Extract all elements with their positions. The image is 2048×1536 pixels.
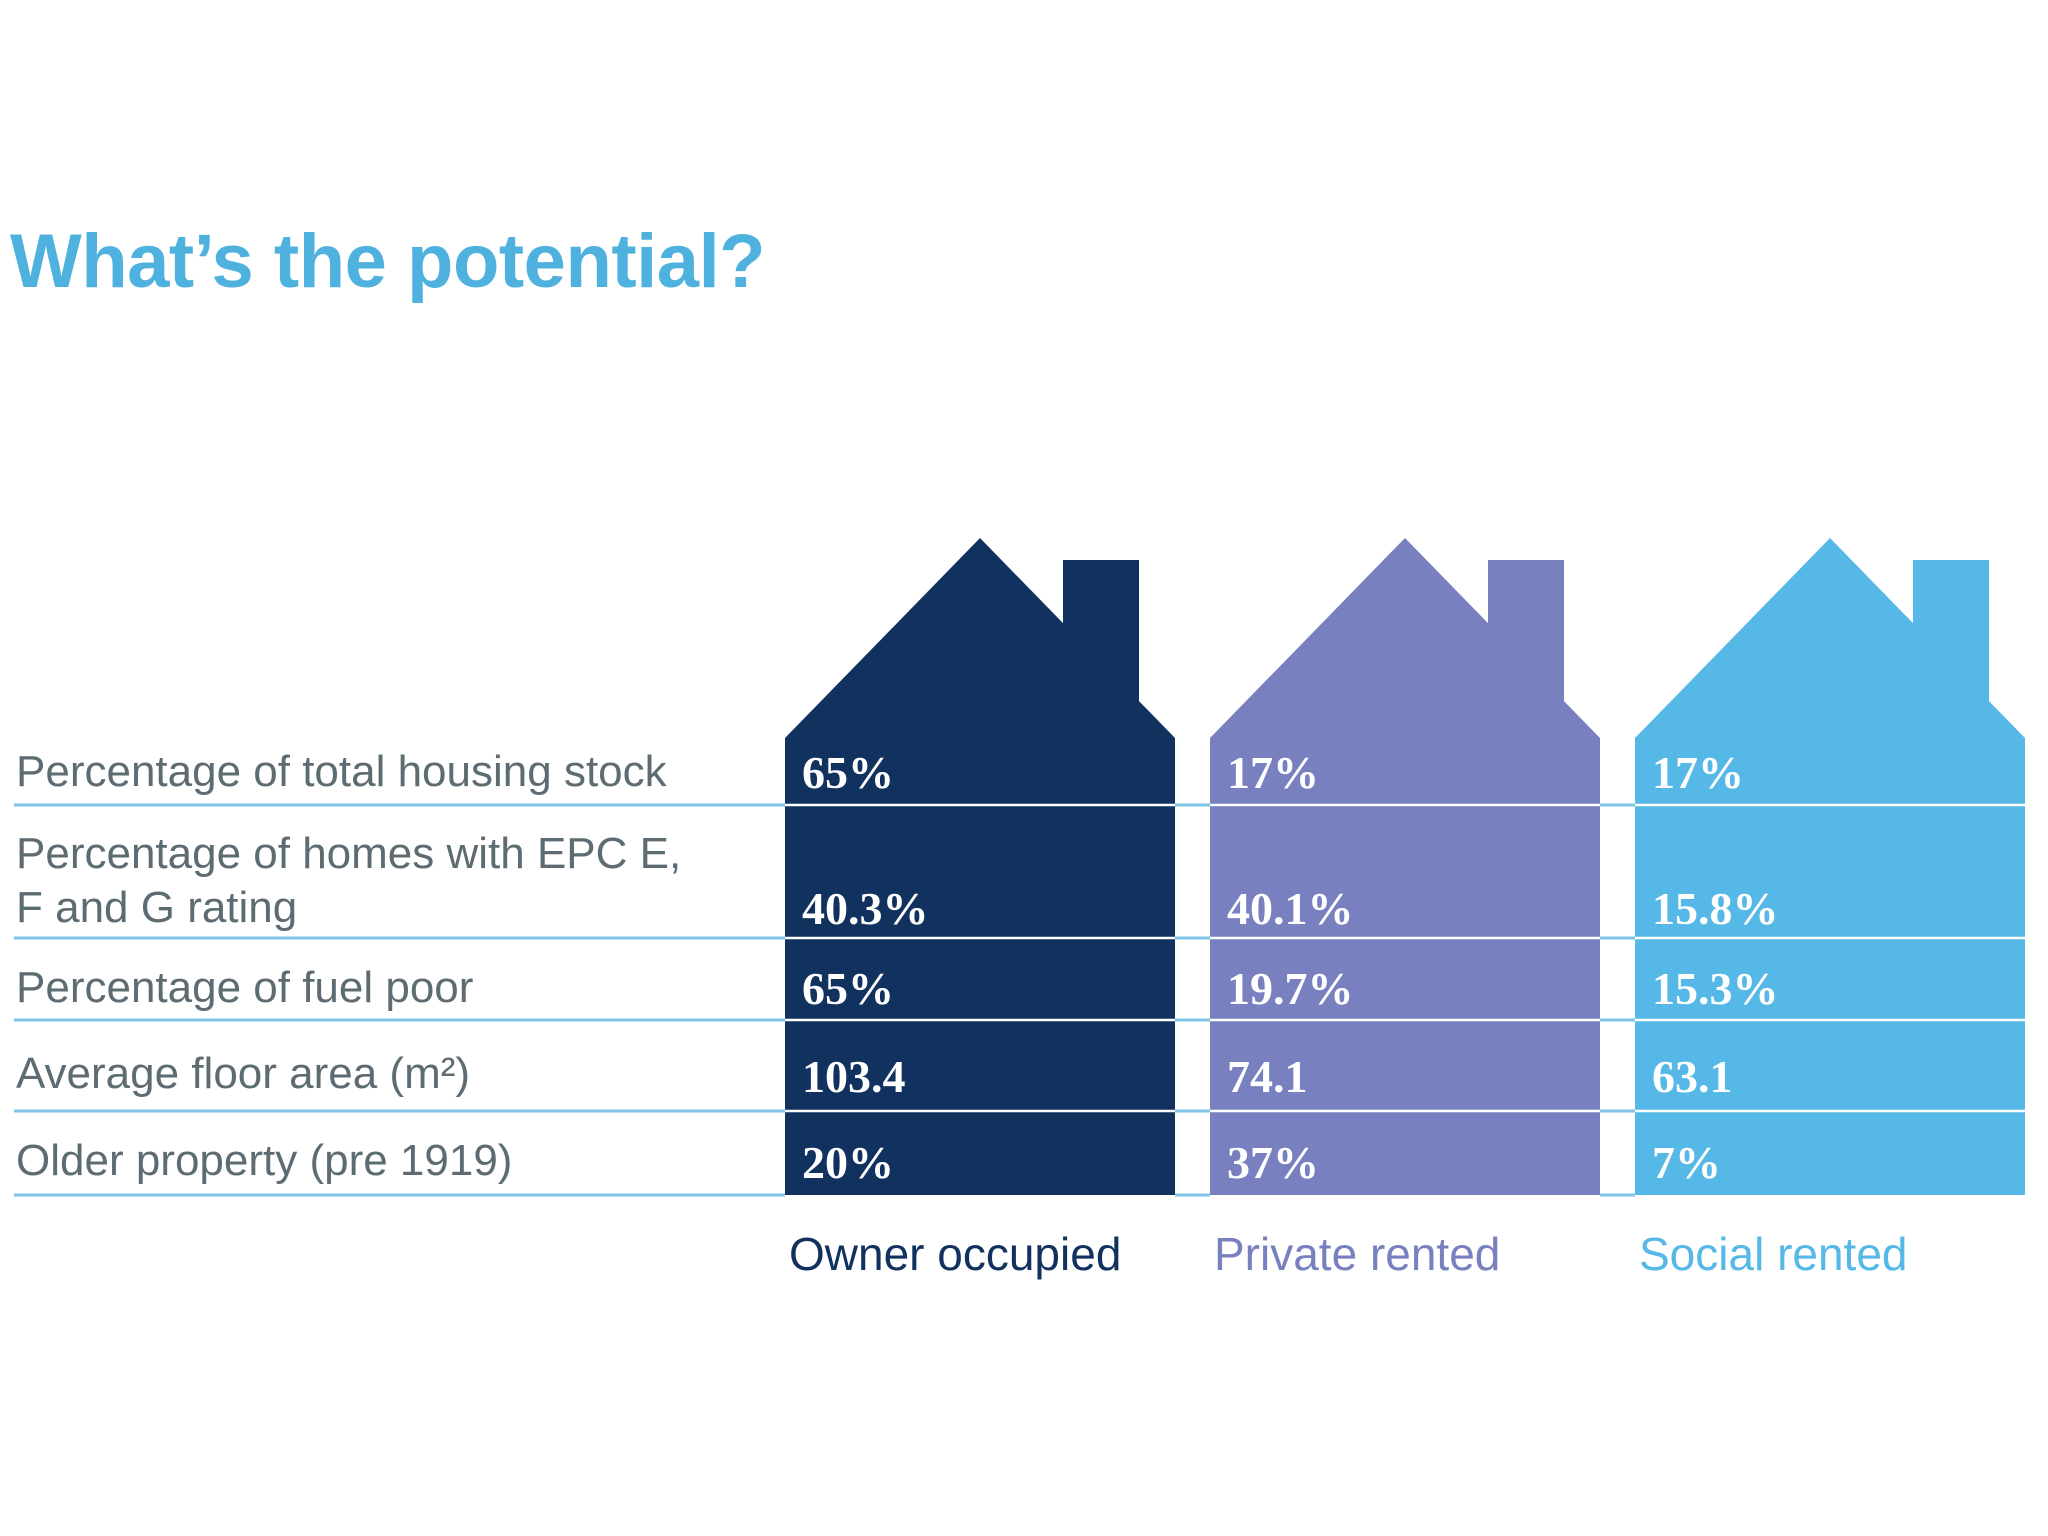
- house-icon-owner-occupied: [785, 538, 1175, 1195]
- page-title: What’s the potential?: [10, 219, 766, 304]
- row-label: Percentage of total housing stock: [16, 747, 668, 796]
- house-icon-private-rented: [1210, 538, 1600, 1195]
- cell-value: 15.3%: [1652, 963, 1779, 1014]
- row-label: F and G rating: [16, 883, 297, 932]
- house-icon-social-rented: [1635, 538, 2025, 1195]
- row-label: Percentage of homes with EPC E,: [16, 829, 681, 878]
- cell-value: 40.3%: [802, 883, 929, 934]
- cell-value: 37%: [1227, 1137, 1319, 1188]
- cell-value: 40.1%: [1227, 883, 1354, 934]
- cell-value: 103.4: [802, 1051, 906, 1102]
- cell-value: 7%: [1652, 1137, 1721, 1188]
- cell-value: 65%: [802, 963, 894, 1014]
- row-label: Average floor area (m²): [16, 1049, 470, 1098]
- cell-value: 63.1: [1652, 1051, 1733, 1102]
- row-label: Percentage of fuel poor: [16, 963, 473, 1012]
- cell-value: 19.7%: [1227, 963, 1354, 1014]
- column-label: Social rented: [1639, 1228, 1908, 1280]
- cell-value: 74.1: [1227, 1051, 1308, 1102]
- column-label: Owner occupied: [789, 1228, 1121, 1280]
- row-label: Older property (pre 1919): [16, 1136, 512, 1185]
- column-label: Private rented: [1214, 1228, 1500, 1280]
- cell-value: 17%: [1227, 747, 1319, 798]
- cell-value: 65%: [802, 747, 894, 798]
- cell-value: 20%: [802, 1137, 894, 1188]
- cell-value: 17%: [1652, 747, 1744, 798]
- cell-value: 15.8%: [1652, 883, 1779, 934]
